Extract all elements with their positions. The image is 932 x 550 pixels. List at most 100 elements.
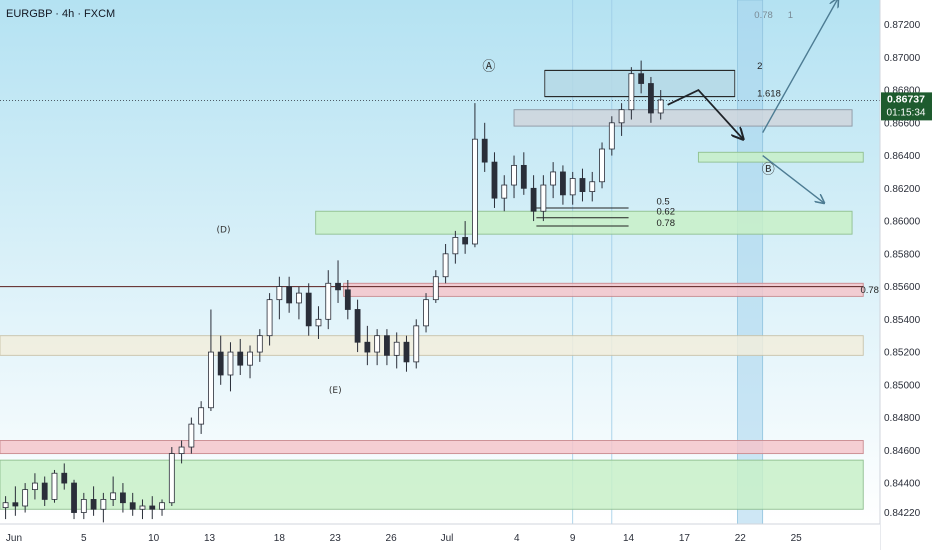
zone-red-mid — [343, 282, 864, 297]
fib-078-top-label: 0.78 — [754, 10, 773, 21]
candle-body-down — [237, 351, 244, 366]
candle — [393, 332, 400, 369]
y-tick-label: 0.85200 — [884, 348, 921, 359]
projection-path-dark — [667, 88, 743, 139]
candle-body-up — [374, 335, 381, 353]
candle-body-up — [472, 138, 478, 245]
fib-1-top-label: 1 — [788, 10, 793, 21]
candle-body-up — [599, 148, 605, 183]
candle — [256, 329, 263, 362]
x-tick-label: 18 — [274, 533, 286, 544]
candle-body-down — [286, 286, 293, 304]
candle — [638, 60, 645, 94]
candle-body-down — [520, 164, 527, 189]
candle-body-down — [305, 292, 312, 327]
candle-body-up — [413, 325, 420, 363]
fib-1618-label: 1.618 — [757, 89, 781, 100]
zone-beige-mid — [0, 335, 864, 356]
candle-body-up — [80, 499, 87, 513]
candle — [276, 276, 283, 320]
y-tick-label: 0.85400 — [884, 315, 921, 326]
vband-projection — [737, 0, 764, 525]
candle-body-up — [589, 181, 596, 192]
candle — [608, 116, 615, 156]
candle-body-up — [325, 282, 332, 320]
y-tick-label: 0.86000 — [884, 217, 921, 228]
candle-body-up — [188, 423, 195, 448]
candle-body-down — [648, 83, 654, 114]
candle — [344, 280, 351, 320]
candle — [247, 345, 253, 379]
wave-a-label: Ⓐ — [482, 59, 495, 74]
candle — [560, 165, 566, 205]
candle-body-up — [296, 292, 302, 304]
candle — [110, 476, 117, 506]
candle-body-down — [61, 472, 68, 484]
candle — [159, 499, 165, 516]
y-tick-label: 0.84800 — [884, 413, 921, 424]
candle-body-down — [462, 237, 469, 245]
candle — [71, 479, 77, 520]
candle — [168, 447, 175, 506]
candle — [599, 142, 605, 189]
price-zones — [0, 69, 864, 510]
projection-path-down — [762, 155, 824, 203]
candle-body-down — [481, 138, 488, 163]
candle — [530, 175, 537, 222]
y-tick-label: 0.87200 — [884, 20, 921, 31]
y-axis-ticks: 0.87200 0.87000 0.86800 0.86600 0.86400 0.862… — [884, 20, 921, 519]
y-tick-label: 0.86800 — [884, 86, 921, 97]
candle-body-up — [227, 351, 234, 376]
candle — [305, 283, 312, 336]
candle-body-down — [149, 505, 156, 510]
price-axis-area[interactable] — [880, 0, 932, 550]
candle — [628, 67, 635, 120]
candle-body-up — [550, 171, 557, 186]
candle-body-up — [256, 335, 263, 353]
candle — [208, 309, 214, 412]
candle-body-up — [139, 505, 146, 510]
candle — [188, 417, 195, 454]
candle-body-up — [618, 109, 625, 124]
candle-body-up — [2, 502, 9, 509]
candle-body-down — [491, 161, 498, 199]
candle — [423, 293, 429, 333]
candle — [286, 276, 293, 313]
fib-lines — [536, 69, 735, 227]
y-tick-label: 0.84400 — [884, 479, 921, 490]
candle — [41, 476, 48, 506]
candle-body-up — [266, 299, 273, 337]
time-axis-area[interactable] — [0, 524, 880, 550]
candle — [491, 152, 498, 208]
zone-green-b — [697, 151, 864, 163]
candle — [657, 90, 664, 120]
candle — [520, 152, 527, 195]
candle — [120, 483, 126, 513]
candle-body-down — [403, 341, 410, 363]
wave-b-label: Ⓑ — [762, 163, 775, 178]
x-tick-label: 5 — [81, 533, 87, 544]
current-price-tag-bg — [881, 92, 932, 121]
candle — [139, 499, 146, 520]
candle-body-up — [511, 164, 517, 186]
candle-body-up — [178, 446, 185, 454]
candle — [511, 155, 517, 199]
x-tick-label: 17 — [679, 533, 691, 544]
candle-body-up — [657, 99, 664, 114]
candle — [618, 103, 625, 136]
candle-body-up — [315, 318, 322, 327]
candle-body-up — [110, 492, 117, 500]
zone-red-bottom — [0, 440, 864, 455]
candle — [472, 103, 478, 248]
candle-body-up — [628, 73, 635, 111]
y-tick-label: 0.86600 — [884, 118, 921, 129]
candle — [100, 492, 107, 523]
candle-body-down — [354, 309, 361, 343]
candle-body-down — [71, 482, 77, 513]
candle-body-up — [208, 351, 214, 409]
candle-body-up — [442, 253, 449, 278]
candle — [442, 243, 449, 284]
